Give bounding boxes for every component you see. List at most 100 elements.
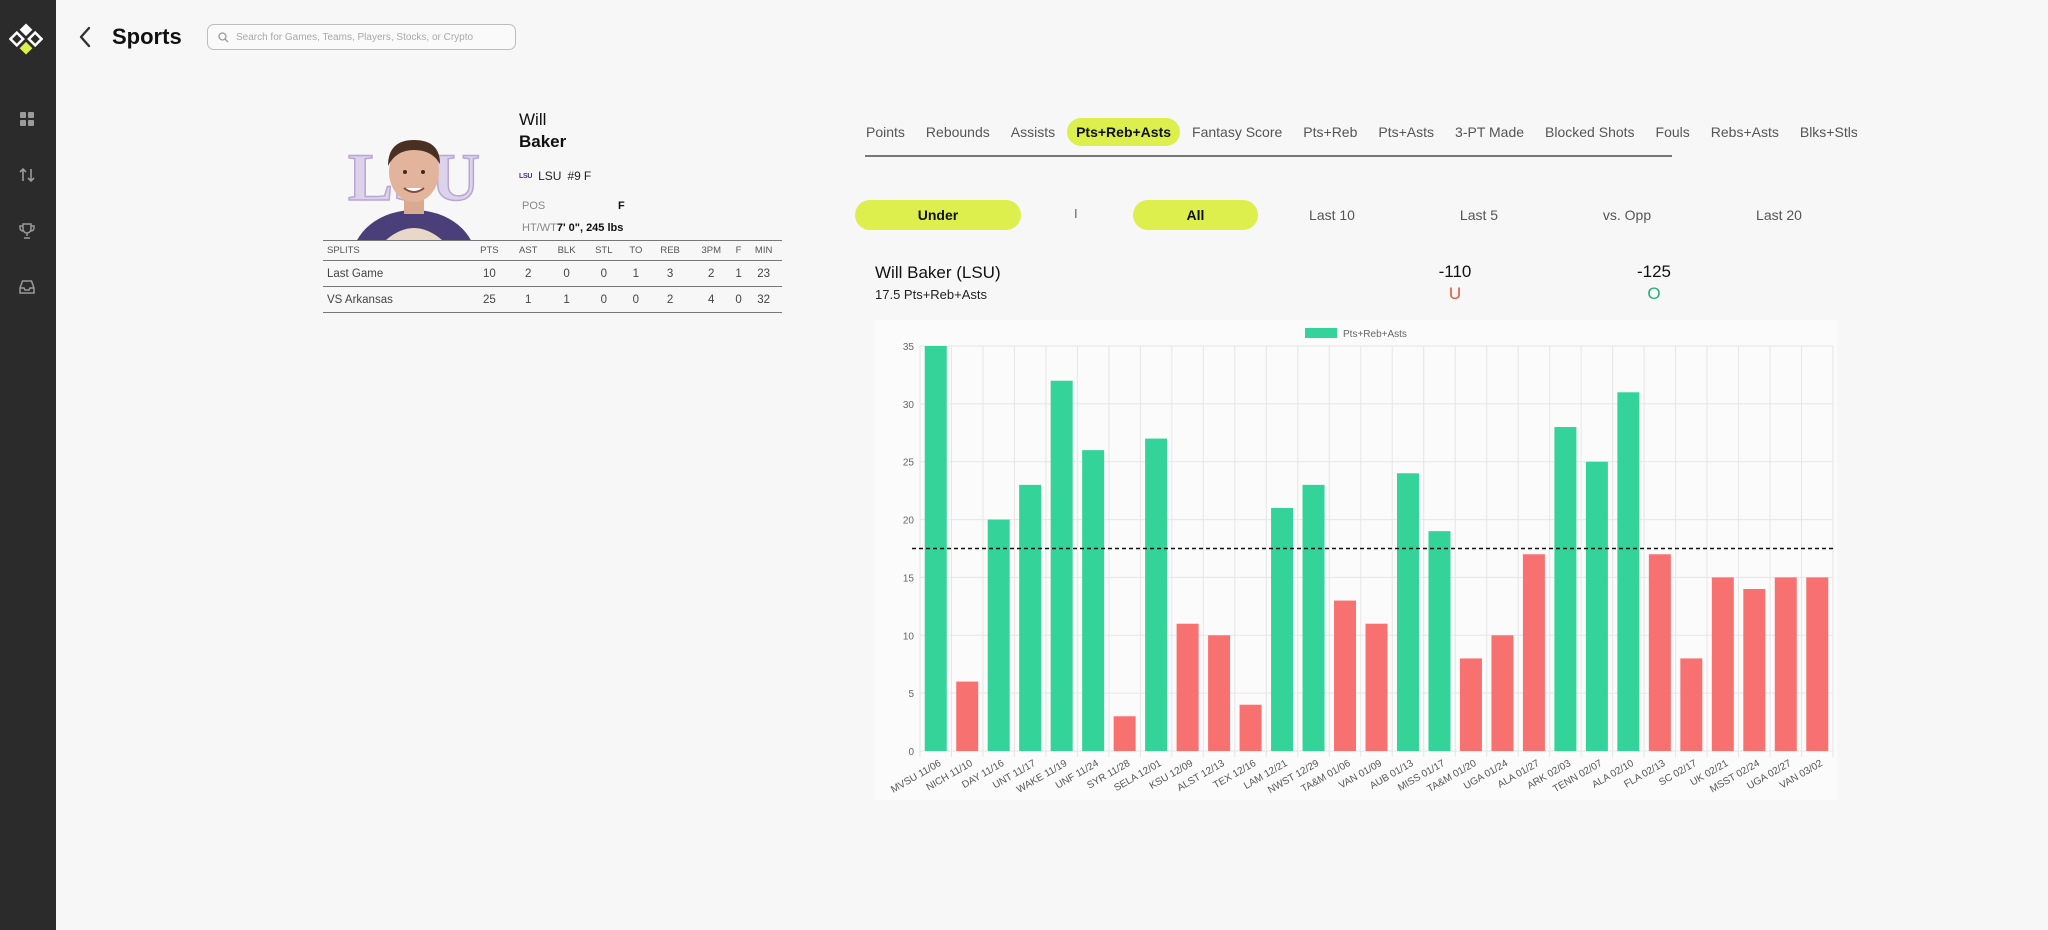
chart-bar[interactable]	[1522, 554, 1545, 751]
table-cell: 25	[469, 286, 509, 313]
arrows-up-down-icon[interactable]	[18, 166, 36, 184]
splits-header-row: SPLITS PTS AST BLK STL TO REB 3PM F MIN	[323, 240, 782, 261]
player-photo: LSU	[328, 128, 500, 240]
table-cell: 1	[622, 260, 650, 287]
tabs-underline	[865, 155, 1672, 157]
pos-value: F	[618, 200, 625, 212]
filter-last-20[interactable]: Last 20	[1756, 207, 1802, 223]
stat-tabs: Points Rebounds Assists Pts+Reb+Asts Fantasy…	[857, 118, 1857, 158]
stat-tab[interactable]: Blks+Stls	[1799, 124, 1857, 140]
legend-label: Pts+Reb+Asts	[1343, 329, 1407, 340]
header-cell: AST	[508, 240, 548, 261]
filter-last-10[interactable]: Last 10	[1309, 207, 1355, 223]
chart-bar[interactable]	[987, 519, 1010, 751]
stat-tab[interactable]: Rebs+Asts	[1710, 124, 1779, 140]
chart-bar[interactable]	[1365, 623, 1388, 751]
chart-bar[interactable]	[1334, 600, 1357, 751]
table-cell: 32	[745, 286, 782, 313]
chart-bar[interactable]	[1428, 531, 1451, 751]
table-cell: 10	[469, 260, 509, 287]
stat-tab[interactable]: Fantasy Score	[1192, 124, 1283, 140]
search-bar[interactable]	[207, 24, 516, 50]
grid-icon[interactable]	[18, 110, 36, 128]
table-cell: 4	[690, 286, 732, 313]
chart-bar[interactable]	[1396, 473, 1419, 751]
stat-tab[interactable]: Pts+Asts	[1378, 124, 1435, 140]
table-cell: 0	[547, 260, 586, 287]
chart-bar[interactable]	[1617, 392, 1640, 751]
y-tick-label: 20	[903, 516, 915, 527]
sidebar	[0, 0, 56, 930]
under-toggle[interactable]: Under	[855, 200, 1021, 230]
app-logo-icon[interactable]	[9, 22, 43, 56]
chart-bar[interactable]	[1491, 635, 1514, 751]
line-player-name: Will Baker (LSU)	[875, 263, 1001, 282]
over-odds[interactable]: -125	[1636, 262, 1672, 281]
chart-bar[interactable]	[1711, 577, 1734, 751]
filter-divider: I	[1074, 206, 1078, 221]
stat-tab[interactable]: Points	[866, 124, 905, 140]
chart-bar[interactable]	[1271, 508, 1294, 751]
player-last-name: Baker	[519, 132, 567, 151]
chart-bar[interactable]	[1019, 484, 1042, 751]
under-odds[interactable]: -110	[1438, 262, 1472, 281]
chart-bar[interactable]	[1176, 623, 1199, 751]
htwt-value: 7' 0", 245 lbs	[556, 222, 624, 234]
stat-tab[interactable]: Assists	[1010, 124, 1056, 140]
table-cell: 3	[649, 260, 691, 287]
table-cell: 0	[622, 286, 650, 313]
chart-bar[interactable]	[1050, 380, 1073, 751]
back-button[interactable]	[74, 24, 96, 50]
y-tick-label: 15	[903, 573, 915, 584]
chart-bar[interactable]	[1239, 704, 1262, 751]
table-cell: 0	[731, 286, 746, 313]
chart-bar[interactable]	[1648, 554, 1671, 751]
table-cell: 23	[745, 260, 782, 287]
trophy-icon[interactable]	[18, 222, 36, 240]
filter-all[interactable]: All	[1133, 200, 1258, 230]
table-cell: 1	[547, 286, 586, 313]
player-team-row: LSU LSU #9 F	[519, 169, 591, 183]
header-cell: PTS	[469, 240, 509, 261]
chart-bar[interactable]	[1806, 577, 1829, 751]
chart-bar[interactable]	[1082, 450, 1105, 751]
header-cell: REB	[649, 240, 691, 261]
player-position: F	[583, 169, 592, 183]
chart-bar[interactable]	[1680, 658, 1703, 751]
stat-tab[interactable]: 3-PT Made	[1455, 124, 1525, 140]
filter-last-5[interactable]: Last 5	[1459, 207, 1499, 223]
team-logo: LSU	[519, 172, 533, 180]
pos-row: POS F	[522, 200, 625, 212]
chart-bar[interactable]	[1585, 461, 1608, 751]
chart-bar[interactable]	[1459, 658, 1482, 751]
table-cell: Last Game	[323, 260, 470, 287]
stat-tab[interactable]: Fouls	[1655, 124, 1690, 140]
stat-tab[interactable]: Pts+Reb+Asts	[1067, 118, 1181, 146]
table-row: VS Arkansas 25 1 1 0 0 2 4 0 32	[323, 286, 782, 313]
table-cell: 2	[690, 260, 732, 287]
chart-bar[interactable]	[1554, 427, 1577, 751]
filter-vs-opp[interactable]: vs. Opp	[1602, 207, 1652, 223]
chart-bar[interactable]	[1113, 716, 1136, 751]
chart-bar[interactable]	[1743, 589, 1766, 751]
over-label[interactable]: O	[1647, 284, 1661, 303]
header-cell: 3PM	[690, 240, 732, 261]
inbox-icon[interactable]	[18, 278, 36, 296]
under-label[interactable]: U	[1448, 284, 1462, 303]
stat-tab[interactable]: Rebounds	[925, 124, 990, 140]
chart-bar[interactable]	[1145, 438, 1168, 751]
search-input[interactable]	[235, 31, 515, 43]
stat-tab[interactable]: Blocked Shots	[1545, 124, 1635, 140]
y-tick-label: 25	[903, 458, 915, 469]
chart-bar[interactable]	[1774, 577, 1797, 751]
stat-tab[interactable]: Pts+Reb	[1303, 124, 1358, 140]
chart-bar[interactable]	[1302, 484, 1325, 751]
table-cell: 1	[508, 286, 548, 313]
y-tick-label: 30	[903, 400, 915, 411]
chart-bar[interactable]	[956, 681, 979, 751]
chart-bar[interactable]	[1208, 635, 1231, 751]
htwt-row: HT/WT7' 0", 245 lbs	[522, 222, 623, 234]
table-cell: 0	[585, 286, 623, 313]
htwt-label: HT/WT	[522, 222, 557, 234]
